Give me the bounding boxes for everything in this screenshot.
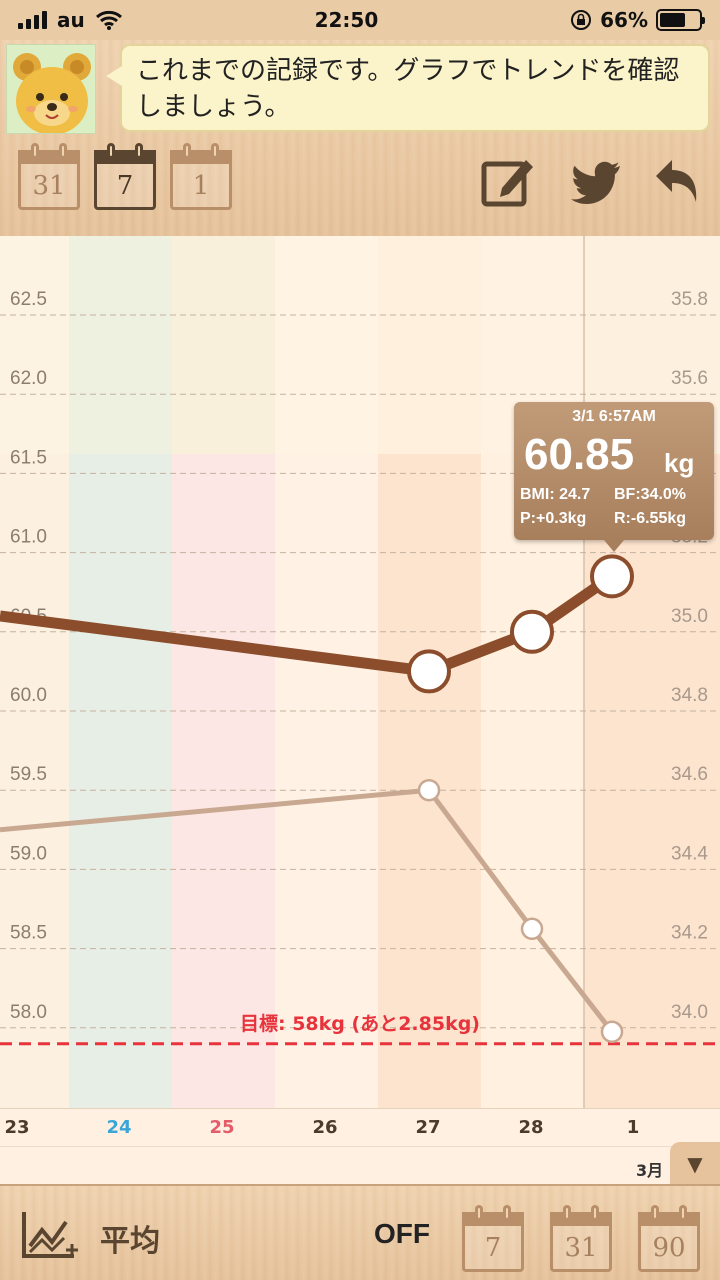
tooltip-bf: BF:34.0%: [614, 486, 687, 503]
period-31-button[interactable]: 31: [550, 1205, 612, 1272]
average-label[interactable]: 平均: [100, 1224, 160, 1259]
x-axis: 23 24 25 26 27 28 1: [0, 1108, 720, 1146]
period-7-label: 7: [484, 1233, 502, 1263]
period-7-button[interactable]: 7: [462, 1205, 524, 1272]
right-tick-label: 34.8: [671, 685, 708, 706]
tooltip-p: P:+0.3kg: [520, 510, 587, 527]
bear-avatar: [6, 44, 96, 134]
period-31-label: 31: [564, 1233, 598, 1263]
left-tick-label: 60.0: [10, 685, 47, 706]
bodyfat-line: [0, 787, 614, 1034]
right-tick-label: 34.0: [671, 1002, 708, 1023]
right-tick-label: 34.6: [671, 764, 708, 785]
bodyfat-point: [417, 778, 441, 802]
right-tick-label: 35.0: [671, 606, 708, 627]
column-band: [481, 454, 584, 1108]
average-toggle-state[interactable]: OFF: [374, 1218, 430, 1249]
trend-add-icon[interactable]: [20, 1210, 84, 1262]
weight-point: [510, 609, 554, 654]
back-icon[interactable]: [648, 154, 704, 210]
month-label: 3月: [636, 1161, 664, 1180]
column-band-top: [69, 236, 172, 454]
weight-point: [590, 554, 634, 599]
right-tick-label: 35.8: [671, 289, 708, 310]
period-90-button[interactable]: 90: [638, 1205, 700, 1272]
left-tick-label: 61.0: [10, 527, 47, 548]
period-90-label: 90: [652, 1233, 686, 1263]
left-tick-label: 62.5: [10, 289, 47, 310]
column-band-top: [172, 236, 275, 454]
range-1-label: 1: [192, 171, 210, 201]
right-tick-label: 34.2: [671, 923, 708, 944]
column-band: [69, 454, 172, 1108]
range-7-button[interactable]: 7: [94, 143, 156, 210]
weight-point: [407, 649, 451, 694]
battery-percent: 66%: [600, 8, 648, 32]
tooltip-bmi: BMI: 24.7: [520, 486, 591, 503]
wifi-icon: [95, 10, 122, 30]
column-band: [172, 454, 275, 1108]
column-band: [0, 454, 69, 1108]
clock: 22:50: [314, 8, 379, 32]
battery-icon: [656, 9, 705, 31]
range-31-label: 31: [32, 171, 66, 201]
right-tick-label: 35.6: [671, 368, 708, 389]
tooltip-datetime: 3/1 6:57AM: [572, 408, 656, 425]
left-tick-label: 59.5: [10, 764, 47, 785]
x-tick-label: 26: [312, 1117, 338, 1138]
x-tick-label: 25: [209, 1117, 235, 1138]
status-bar: au 22:50 66%: [0, 0, 720, 40]
chevron-down-icon: ▼: [687, 1152, 703, 1176]
twitter-icon[interactable]: [568, 154, 624, 210]
x-tick-label: 23: [4, 1117, 30, 1138]
tooltip-r: R:-6.55kg: [614, 510, 687, 527]
x-tick-label: 24: [106, 1117, 132, 1138]
column-band-top: [0, 236, 69, 454]
collapse-toggle[interactable]: ▼: [670, 1142, 720, 1186]
edit-icon[interactable]: [480, 154, 536, 210]
x-tick-label: 28: [518, 1117, 544, 1138]
message-bubble: これまでの記録です。グラフでトレンドを確認しましょう。: [106, 44, 710, 132]
left-tick-label: 59.0: [10, 843, 47, 864]
range-31-button[interactable]: 31: [18, 143, 80, 210]
rotation-lock-icon: [571, 10, 592, 30]
range-1-button[interactable]: 1: [170, 143, 232, 210]
value-tooltip: 3/1 6:57AM 60.85 kg BMI: 24.7 BF:34.0% P…: [514, 402, 714, 552]
weight-chart[interactable]: 62.5 62.0 61.5 61.0 60.5 60.0 59.5 59.0 58.5 58.0…: [0, 236, 720, 1108]
signal-icon: [18, 11, 47, 29]
right-tick-label: 34.4: [671, 843, 708, 864]
goal-label: 目標: 58kg (あと2.85kg): [240, 1012, 480, 1035]
bodyfat-point: [600, 1020, 624, 1044]
column-band-top: [275, 236, 378, 454]
column-band: [275, 454, 378, 1108]
tooltip-weight: 60.85: [524, 430, 635, 479]
left-tick-label: 58.5: [10, 923, 47, 944]
header: これまでの記録です。グラフでトレンドを確認しましょう。 31 7 1: [0, 40, 720, 236]
carrier-label: au: [57, 8, 85, 32]
range-7-label: 7: [116, 171, 134, 201]
month-bar: 3月: [0, 1146, 720, 1184]
left-tick-label: 58.0: [10, 1002, 47, 1023]
left-tick-label: 62.0: [10, 368, 47, 389]
x-tick-label: 27: [415, 1117, 441, 1138]
footer-toolbar: 平均 OFF 7 31 90: [0, 1184, 720, 1280]
bodyfat-point: [520, 917, 544, 941]
left-tick-label: 61.5: [10, 447, 47, 468]
column-band-top: [378, 236, 481, 454]
x-tick-label: 1: [626, 1117, 640, 1138]
tooltip-unit: kg: [664, 448, 695, 478]
chart-canvas: 62.562.061.561.060.560.059.559.058.558.0…: [0, 236, 720, 1108]
weight-line: [0, 571, 616, 677]
